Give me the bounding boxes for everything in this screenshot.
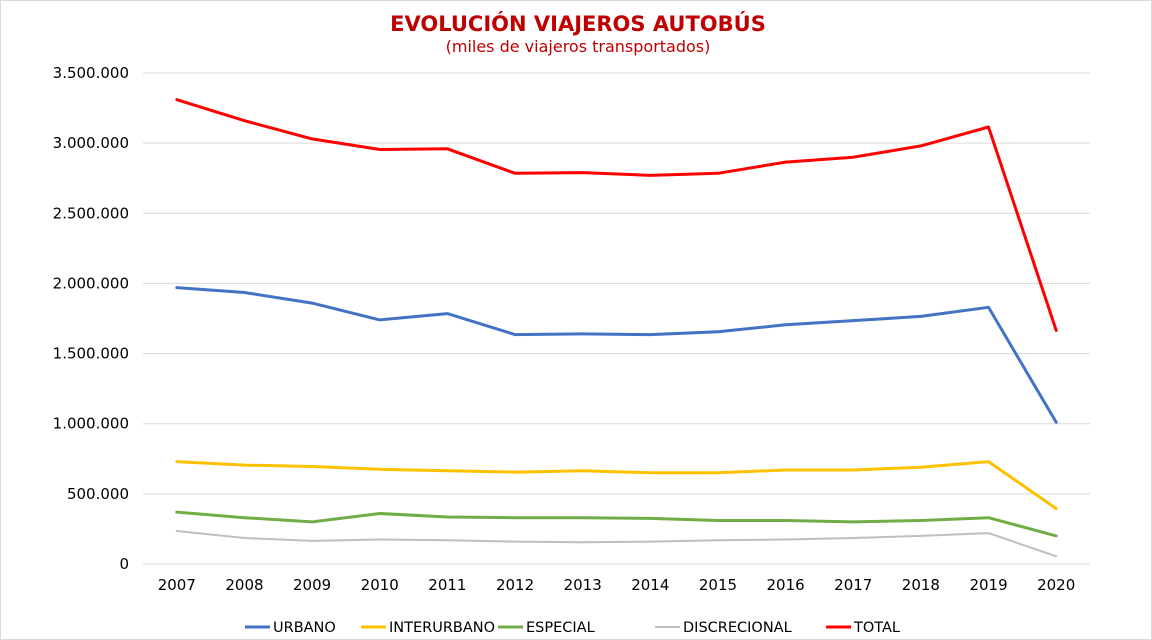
y-tick-label: 3.500.000 (53, 64, 129, 82)
y-tick-label: 0 (119, 555, 129, 573)
legend-label: INTERURBANO (389, 620, 495, 636)
x-tick-label: 2010 (361, 576, 399, 594)
y-axis-ticks: 0 500.000 1.000.000 1.500.000 2.000.000 2.500… (53, 64, 129, 573)
x-tick-label: 2009 (293, 576, 331, 594)
chart-subtitle: (miles de viajeros transportados) (446, 37, 711, 56)
chart-title: EVOLUCIÓN VIAJEROS AUTOBÚS (390, 11, 766, 36)
x-tick-label: 2015 (699, 576, 737, 594)
legend-label: URBANO (273, 620, 336, 636)
y-tick-label: 2.500.000 (53, 204, 129, 222)
legend-label: TOTAL (853, 620, 900, 636)
y-tick-label: 2.000.000 (53, 274, 129, 292)
y-tick-label: 3.000.000 (53, 134, 129, 152)
x-tick-label: 2013 (564, 576, 602, 594)
series-lines (175, 98, 1058, 558)
series-line-total (175, 98, 1058, 332)
series-line-discrecional (175, 530, 1058, 558)
legend-label: DISCRECIONAL (683, 620, 792, 636)
series-line-interurbano (175, 460, 1058, 511)
legend-item-urbano: URBANO (245, 620, 336, 636)
x-tick-label: 2020 (1037, 576, 1075, 594)
x-tick-label: 2016 (767, 576, 805, 594)
y-tick-label: 1.000.000 (53, 415, 129, 433)
legend-item-interurbano: INTERURBANO (361, 620, 495, 636)
x-tick-label: 2017 (834, 576, 872, 594)
series-line-urbano (175, 286, 1058, 424)
x-tick-label: 2007 (158, 576, 196, 594)
x-tick-label: 2018 (902, 576, 940, 594)
legend-item-total: TOTAL (826, 620, 900, 636)
x-tick-label: 2011 (428, 576, 466, 594)
gridlines (143, 72, 1090, 565)
legend-item-discrecional: DISCRECIONAL (655, 620, 792, 636)
y-tick-label: 1.500.000 (53, 345, 129, 363)
x-tick-label: 2014 (631, 576, 669, 594)
x-tick-label: 2019 (969, 576, 1007, 594)
legend-label: ESPECIAL (526, 620, 595, 636)
series-line-especial (175, 510, 1058, 538)
x-tick-label: 2012 (496, 576, 534, 594)
legend-item-especial: ESPECIAL (498, 620, 595, 636)
x-axis-ticks: 2007 2008 2009 2010 2011 2012 2013 2014 2015 2016… (158, 576, 1076, 594)
y-tick-label: 500.000 (67, 485, 129, 503)
legend: URBANO INTERURBANO ESPECIAL DISCRECIONAL TOT… (245, 620, 900, 636)
x-tick-label: 2008 (225, 576, 263, 594)
